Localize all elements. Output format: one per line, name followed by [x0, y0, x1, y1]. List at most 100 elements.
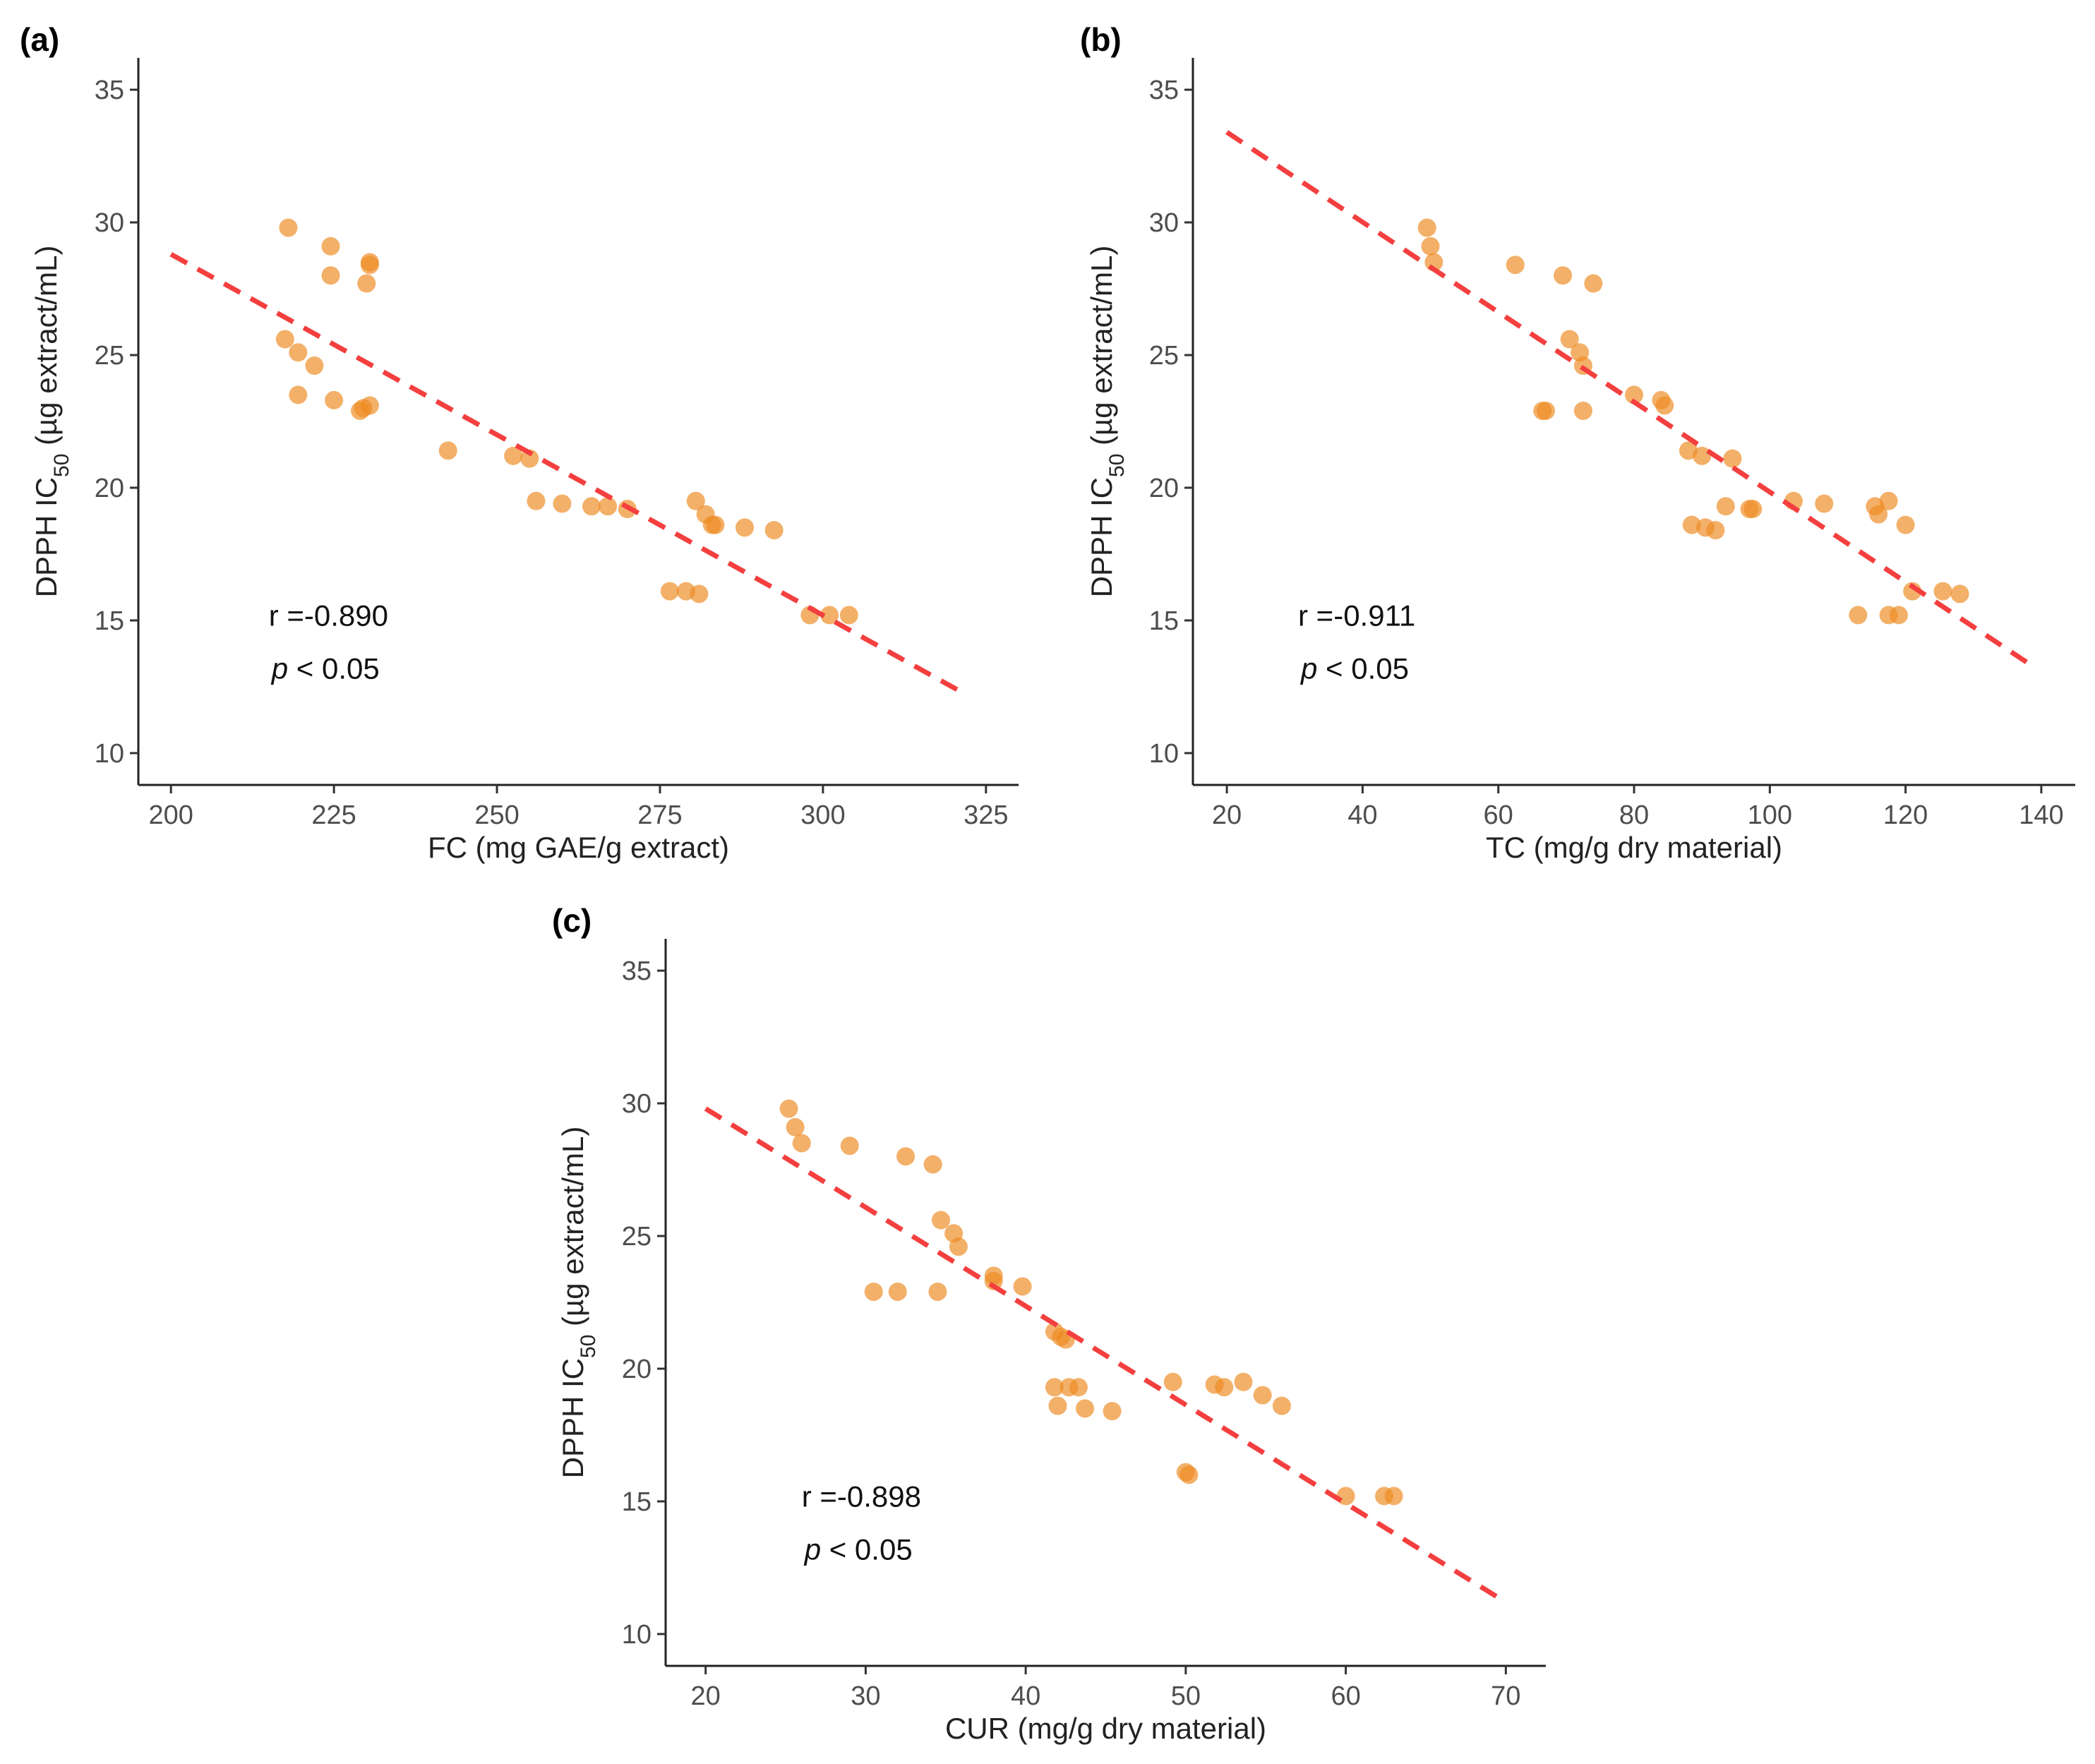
data-point — [1215, 1378, 1234, 1397]
data-point — [1879, 491, 1898, 510]
data-point — [1506, 256, 1525, 275]
data-point — [1890, 606, 1908, 625]
data-point — [896, 1147, 916, 1166]
data-point — [289, 385, 308, 404]
y-axis-title-subscript: 50 — [1105, 454, 1129, 477]
x-tick-label: 275 — [637, 800, 682, 830]
x-tick-label: 40 — [1347, 800, 1377, 830]
data-point — [1421, 236, 1440, 256]
x-axis-title: CUR (mg/g dry material) — [945, 1712, 1266, 1745]
x-tick-label: 100 — [1748, 800, 1792, 830]
x-tick-label: 20 — [1212, 800, 1242, 830]
y-tick-label: 10 — [1149, 739, 1179, 769]
panel-label: (c) — [552, 902, 592, 939]
data-point — [1336, 1487, 1355, 1506]
y-axis-title-unit: (µg extract/mL) — [30, 246, 63, 454]
p-value-annotation: p < 0.05 — [1299, 652, 1409, 685]
data-point — [864, 1282, 883, 1301]
x-tick-label: 50 — [1171, 1681, 1201, 1711]
data-point — [275, 330, 294, 349]
p-value-annotation: p < 0.05 — [270, 652, 380, 685]
y-tick-label: 20 — [95, 474, 124, 503]
data-point — [931, 1211, 950, 1230]
y-tick-label: 10 — [95, 739, 124, 769]
y-axis-title: DPPH IC50 (µg extract/mL) — [1085, 246, 1129, 598]
y-axis-title-subscript: 50 — [50, 454, 73, 477]
data-point — [660, 582, 679, 601]
data-point — [1013, 1277, 1032, 1296]
data-point — [1849, 606, 1868, 625]
p-value-annotation: p < 0.05 — [803, 1533, 913, 1566]
data-point — [928, 1282, 947, 1301]
x-tick-label: 300 — [800, 800, 845, 830]
y-tick-label: 15 — [1149, 606, 1179, 636]
data-point — [1896, 515, 1915, 534]
data-point — [357, 274, 376, 293]
data-point — [1384, 1487, 1403, 1506]
data-point — [736, 518, 755, 537]
y-tick-label: 20 — [1149, 474, 1179, 503]
x-axis-title: TC (mg/g dry material) — [1486, 831, 1782, 864]
data-point — [520, 449, 539, 468]
x-axis-title: FC (mg GAE/g extract) — [428, 831, 729, 864]
correlation-annotation: r =-0.890 — [269, 599, 388, 632]
x-tick-label: 60 — [1331, 1681, 1360, 1711]
panel-a: (a) 10 15 20 25 30 35 200 225 250 275 300 325 FC (mg … — [20, 21, 1019, 864]
x-tick-label: 60 — [1484, 800, 1513, 830]
data-point — [504, 446, 523, 465]
panel-c: (c) 10 15 20 25 30 35 20 30 40 50 60 70 CUR (mg/g dry… — [552, 902, 1546, 1745]
y-tick-label: 25 — [622, 1222, 652, 1252]
data-point — [1163, 1372, 1182, 1391]
y-axis-title-unit: (µg extract/mL) — [556, 1127, 589, 1335]
y-tick-label: 30 — [1149, 208, 1179, 238]
y-tick-label: 35 — [1149, 76, 1179, 105]
data-point — [1625, 385, 1643, 404]
data-point — [279, 218, 298, 237]
data-point — [1716, 497, 1735, 516]
data-point — [840, 1136, 859, 1156]
data-point — [1554, 266, 1573, 285]
data-point — [1069, 1378, 1088, 1397]
data-point — [949, 1237, 968, 1256]
data-point — [1950, 584, 1969, 604]
y-tick-label: 30 — [622, 1089, 652, 1119]
data-point — [1048, 1396, 1067, 1415]
x-tick-label: 20 — [691, 1681, 721, 1711]
y-tick-label: 25 — [1149, 341, 1179, 371]
x-tick-label: 250 — [474, 800, 519, 830]
p-value-symbol: p — [1299, 652, 1317, 685]
y-tick-label: 15 — [622, 1487, 652, 1517]
regression-line — [1225, 130, 2029, 665]
y-tick-label: 30 — [95, 208, 124, 238]
data-point — [321, 266, 340, 285]
y-tick-label: 10 — [622, 1620, 652, 1650]
y-axis-title-main: DPPH IC — [30, 477, 63, 597]
data-point — [820, 606, 839, 625]
data-point — [1655, 396, 1674, 415]
x-tick-label: 325 — [964, 800, 1008, 830]
y-axis-title: DPPH IC50 (µg extract/mL) — [30, 246, 73, 598]
data-point — [1584, 274, 1603, 293]
p-value-text: < 0.05 — [821, 1533, 913, 1566]
data-point — [779, 1099, 798, 1118]
x-tick-label: 120 — [1883, 800, 1928, 830]
p-value-text: < 0.05 — [1317, 652, 1409, 685]
data-point — [1706, 521, 1725, 540]
data-point — [1076, 1399, 1095, 1418]
points-group — [779, 1099, 1403, 1506]
x-tick-label: 70 — [1491, 1681, 1520, 1711]
x-tick-label: 80 — [1619, 800, 1649, 830]
data-point — [1933, 582, 1952, 601]
y-axis-title-main: DPPH IC — [1085, 477, 1118, 597]
data-point — [706, 515, 725, 534]
data-point — [321, 236, 340, 256]
y-tick-label: 25 — [95, 341, 124, 371]
x-tick-label: 30 — [851, 1681, 880, 1711]
p-value-symbol: p — [803, 1533, 821, 1566]
data-point — [923, 1155, 942, 1174]
data-point — [786, 1117, 805, 1136]
data-point — [1560, 330, 1579, 349]
data-point — [1723, 449, 1742, 468]
data-point — [888, 1282, 907, 1301]
y-axis-title-subscript: 50 — [577, 1335, 600, 1358]
